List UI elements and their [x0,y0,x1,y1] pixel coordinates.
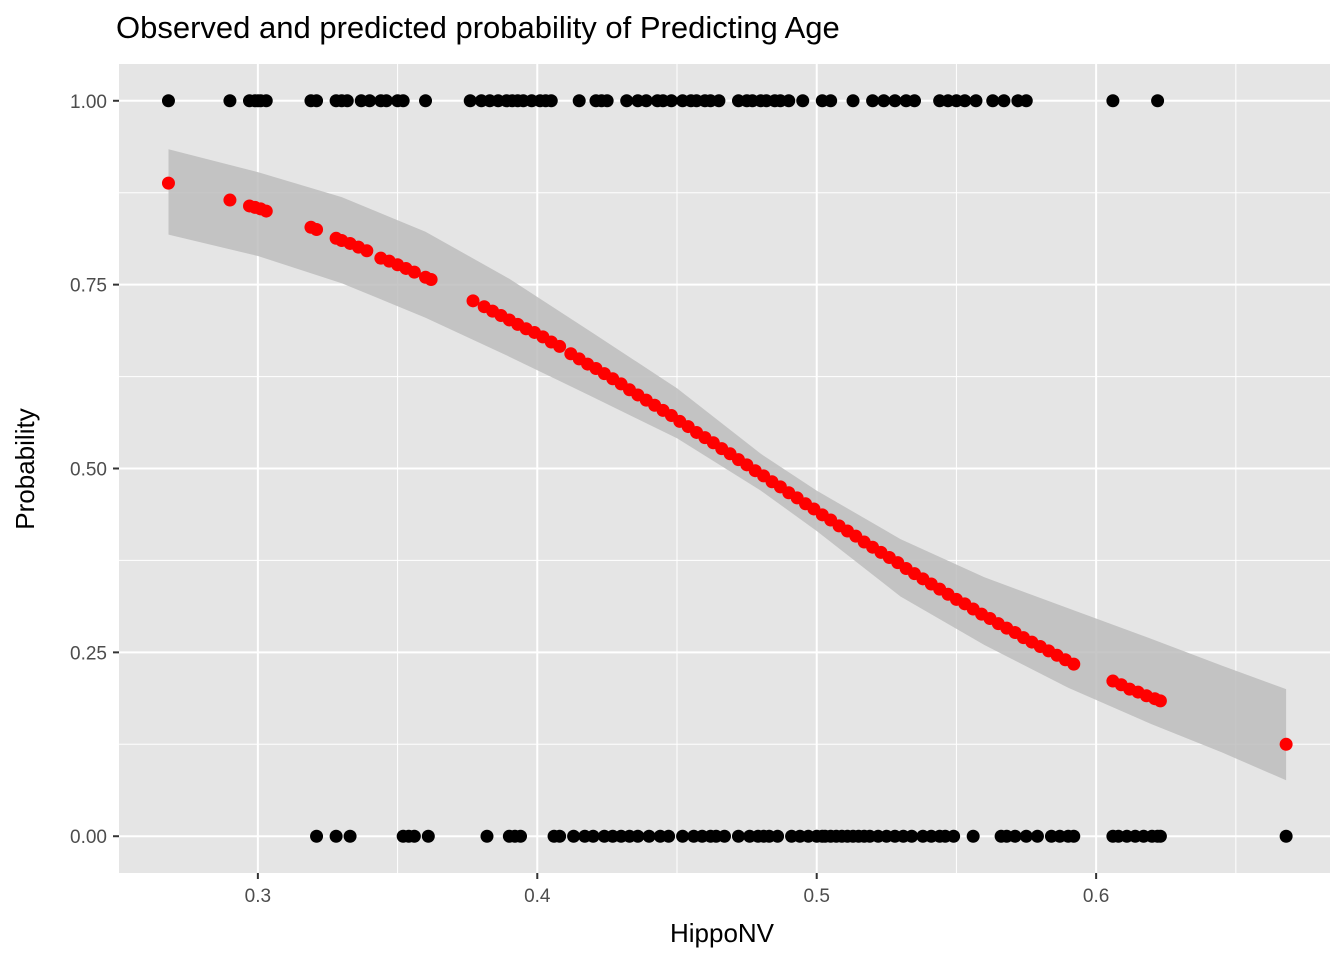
observed-point [846,94,860,108]
observed-point [631,829,645,843]
predicted-point [1067,657,1081,671]
observed-point [1008,829,1022,843]
predicted-point [259,204,273,218]
observed-point [997,94,1011,108]
observed-point [600,94,614,108]
y-tick-label: 0.00 [70,827,107,848]
observed-point [161,94,175,108]
predicted-point [553,339,567,353]
predicted-point [1279,737,1293,751]
observed-point [796,94,810,108]
observed-point [966,829,980,843]
observed-point [877,94,891,108]
observed-point [1279,829,1293,843]
observed-point [986,94,1000,108]
observed-point [712,94,726,108]
predicted-point [1153,694,1167,708]
observed-point [259,94,273,108]
observed-point [223,94,237,108]
observed-point [662,829,676,843]
observed-point [905,829,919,843]
y-tick-label: 0.25 [70,643,107,664]
observed-point [1019,829,1033,843]
observed-point [407,829,421,843]
observed-point [329,829,343,843]
predicted-point [360,244,374,258]
predicted-point [161,176,175,190]
observed-point [782,94,796,108]
x-axis-title: HippoNV [670,918,775,948]
observed-point [310,94,324,108]
observed-points [161,94,1293,843]
observed-point [664,94,678,108]
observed-point [310,829,324,843]
predicted-point [310,222,324,236]
predicted-point [407,265,421,279]
chart-title: Observed and predicted probability of Pr… [116,10,840,45]
observed-point [379,94,393,108]
observed-point [514,829,528,843]
observed-point [888,94,902,108]
x-tick-label: 0.5 [803,886,829,907]
observed-point [480,829,494,843]
observed-point [620,94,634,108]
observed-point [567,829,581,843]
observed-point [586,829,600,843]
observed-point [771,829,785,843]
y-axis-title: Probability [10,408,40,529]
observed-point [1019,94,1033,108]
observed-point [718,829,731,843]
observed-point [340,94,354,108]
x-tick-label: 0.6 [1083,886,1109,907]
y-tick-label: 0.50 [70,460,107,481]
observed-point [639,94,653,108]
observed-point [396,94,410,108]
observed-point [969,94,983,108]
observed-point [731,829,745,843]
predicted-point [223,193,237,207]
observed-point [1030,829,1044,843]
observed-point [572,94,586,108]
observed-point [908,94,922,108]
predicted-point [466,294,480,308]
observed-point [363,94,377,108]
observed-point [553,829,567,843]
y-axis: 0.00 0.25 0.50 0.75 1.00 [70,92,119,848]
predicted-points [161,176,1293,751]
observed-point [866,94,880,108]
observed-point [824,94,838,108]
y-tick-label: 1.00 [70,92,107,113]
observed-point [1153,829,1167,843]
observed-point [463,94,477,108]
x-tick-label: 0.3 [245,886,271,907]
observed-point [1151,94,1165,108]
observed-point [1106,94,1120,108]
x-tick-label: 0.4 [524,886,551,907]
observed-point [642,829,656,843]
observed-point [947,829,961,843]
observed-point [421,829,435,843]
observed-point [676,829,690,843]
observed-point [1067,829,1081,843]
x-axis: 0.3 0.4 0.5 0.6 [245,873,1109,907]
observed-point [544,94,558,108]
y-tick-label: 0.75 [70,276,107,297]
observed-point [343,829,357,843]
observed-point [419,94,433,108]
predicted-point [424,272,438,286]
observed-point [958,94,972,108]
